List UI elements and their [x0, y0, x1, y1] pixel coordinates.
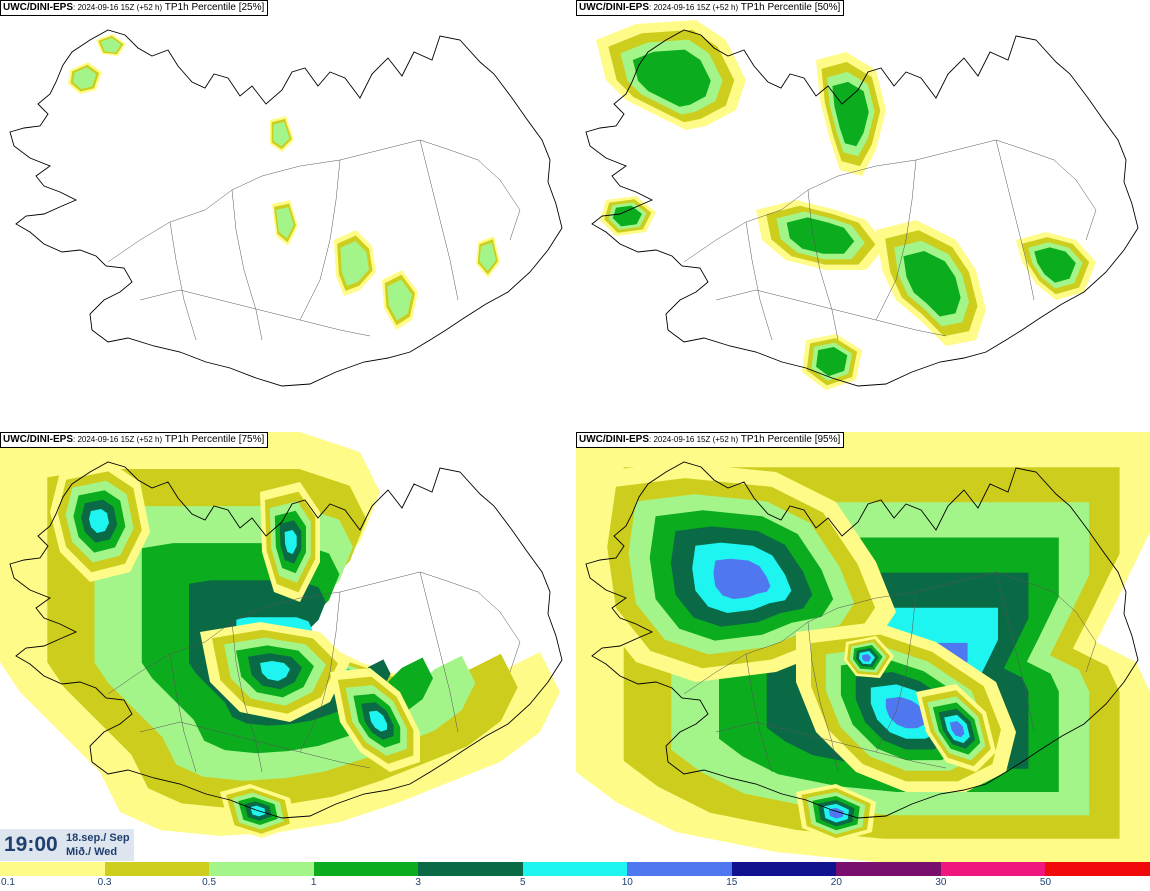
legend-label: 3: [415, 877, 421, 888]
map-panel-p50: UWC/DINI-EPS: 2024-09-16 15Z (+52 h) TP1…: [576, 0, 1150, 430]
legend-label: 0.5: [202, 877, 217, 888]
precip-contour: [632, 49, 711, 107]
road-line: [139, 721, 371, 769]
precip-contour: [284, 530, 297, 554]
road-line: [995, 571, 1035, 733]
valid-date: 18.sep./ Sep: [66, 832, 130, 844]
legend-swatch: [731, 862, 837, 876]
precip-contour: [340, 241, 369, 286]
map-panel-p75: UWC/DINI-EPS: 2024-09-16 15Z (+52 h) TP1…: [0, 432, 574, 862]
road-line: [807, 189, 839, 341]
color-legend: 0.1 0.3 0.5 1 3 5 10 15 20 30 50: [0, 862, 1150, 891]
road-line: [995, 139, 1035, 301]
legend-swatch: [522, 862, 628, 876]
road-line: [231, 621, 263, 773]
road-line: [715, 721, 947, 769]
panel-title-p50: UWC/DINI-EPS: 2024-09-16 15Z (+52 h) TP1…: [576, 0, 845, 16]
map-panel-p25: UWC/DINI-EPS: 2024-09-16 15Z (+52 h) TP1…: [0, 0, 574, 430]
precip-contour: [903, 251, 961, 317]
road-line: [169, 653, 197, 773]
legend-label: 50: [1039, 877, 1052, 888]
panel-title-p75: UWC/DINI-EPS: 2024-09-16 15Z (+52 h) TP1…: [0, 432, 269, 448]
precip-contour: [1034, 247, 1076, 283]
road-line: [745, 221, 773, 341]
legend-label: 0.3: [97, 877, 112, 888]
precip-contour: [89, 509, 109, 533]
precip-contour: [479, 242, 496, 272]
legend-swatch: [836, 862, 942, 876]
coastline: [9, 29, 563, 387]
precip-contour: [949, 721, 965, 738]
legend-swatch: [104, 862, 210, 876]
legend-label: 20: [830, 877, 842, 888]
road-line: [745, 653, 773, 773]
precip-map-p50: [585, 20, 1139, 390]
precip-contour: [276, 207, 294, 239]
road-line: [139, 289, 371, 337]
precip-contour: [816, 347, 848, 377]
road-line: [299, 591, 341, 753]
precip-map-p25: [9, 29, 563, 387]
precip-contour: [862, 654, 872, 662]
legend-swatch: [627, 862, 733, 876]
legend-label: 30: [935, 877, 947, 888]
legend-swatch: [209, 862, 315, 876]
road-line: [419, 139, 459, 301]
precip-contour: [612, 205, 642, 227]
precip-map-p75: [0, 432, 563, 838]
legend-swatch: [1045, 862, 1150, 876]
panel-title-p25: UWC/DINI-EPS: 2024-09-16 15Z (+52 h) TP1…: [0, 0, 269, 16]
precip-map-p95: [576, 432, 1150, 862]
road-line: [807, 621, 839, 773]
precip-contour: [832, 81, 869, 147]
precip-contour: [100, 37, 122, 53]
legend-label: 10: [621, 877, 633, 888]
legend-swatch: [940, 862, 1046, 876]
road-line: [875, 591, 917, 753]
road-line: [419, 571, 459, 733]
map-panel-p95: UWC/DINI-EPS: 2024-09-16 15Z (+52 h) TP1…: [576, 432, 1150, 862]
precip-contour: [786, 217, 855, 254]
legend-swatch: [313, 862, 419, 876]
legend-label: 1: [310, 877, 317, 888]
coastline: [585, 29, 1139, 387]
valid-time: 19:00: [4, 833, 58, 856]
road-line: [231, 189, 263, 341]
valid-weekday: Mið./ Wed: [66, 846, 118, 858]
legend-swatch: [0, 862, 106, 876]
road-line: [107, 139, 521, 263]
precip-contour: [885, 696, 927, 729]
precip-contour: [387, 279, 412, 321]
coastline: [9, 461, 563, 819]
precip-contour: [73, 67, 97, 90]
precip-contour: [273, 121, 290, 147]
legend-label: 5: [519, 877, 526, 888]
road-line: [715, 289, 947, 337]
panel-title-p95: UWC/DINI-EPS: 2024-09-16 15Z (+52 h) TP1…: [576, 432, 845, 448]
precip-contour: [369, 710, 387, 732]
precip-contour: [713, 558, 771, 600]
precip-contour: [260, 661, 290, 681]
valid-time-box: 19:00 18.sep./ Sep Mið./ Wed: [0, 829, 134, 861]
legend-swatch: [418, 862, 524, 876]
road-line: [875, 159, 917, 321]
road-line: [169, 221, 197, 341]
road-line: [299, 159, 341, 321]
coastline: [585, 461, 1139, 819]
legend-label: 15: [726, 877, 738, 888]
legend-label: 0.1: [1, 877, 15, 888]
